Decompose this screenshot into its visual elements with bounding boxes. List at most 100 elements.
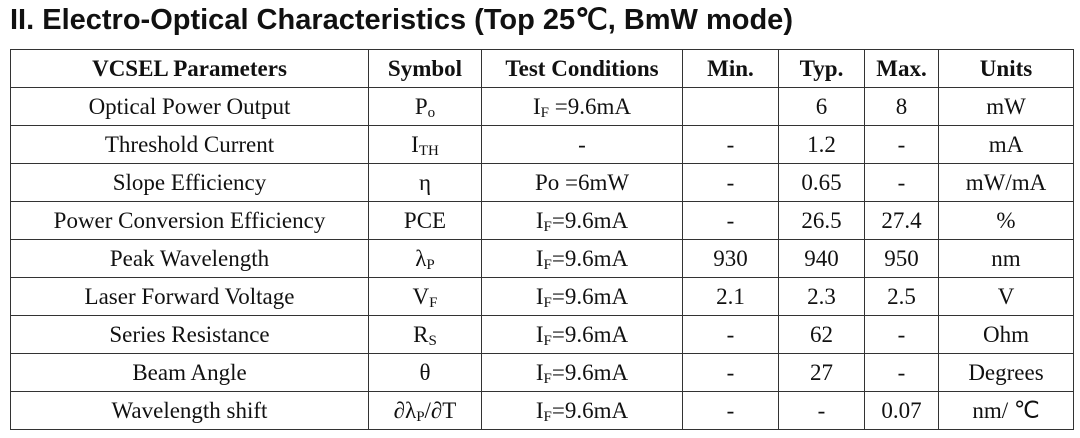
table-cell: IF=9.6mA xyxy=(481,315,683,354)
table-row: Laser Forward Voltage VF IF=9.6mA 2.1 2.3 2.5… xyxy=(10,277,1074,316)
table-cell: - xyxy=(864,353,939,392)
table-cell: 8 xyxy=(864,87,939,126)
table-row: Threshold Current ITH - -1.2- mA xyxy=(10,125,1074,164)
header-cell: Symbol xyxy=(368,49,482,88)
table-cell: 1.2 xyxy=(778,125,865,164)
table-cell: 26.5 xyxy=(778,201,865,240)
subscript: S xyxy=(428,332,437,349)
table-row: Wavelength shift ∂λP/∂T IF=9.6mA - -0.07 nm/ … xyxy=(10,391,1074,430)
subscript: F xyxy=(543,370,552,387)
table-cell: - xyxy=(682,201,779,240)
table-cell: IF=9.6mA xyxy=(481,353,683,392)
table-cell: IF=9.6mA xyxy=(481,239,683,278)
table-cell: 0.65 xyxy=(778,163,865,202)
table-cell: Wavelength shift xyxy=(10,391,369,430)
table-cell: η xyxy=(368,163,482,202)
header-cell: Typ. xyxy=(778,49,865,88)
table-cell: Po xyxy=(368,87,482,126)
text-segment: R xyxy=(413,321,429,347)
header-cell: VCSEL Parameters xyxy=(10,49,369,88)
table-cell: - xyxy=(481,125,683,164)
table-cell: % xyxy=(938,201,1074,240)
text-segment: I xyxy=(535,359,544,385)
text-segment: V xyxy=(412,283,430,309)
text-segment: I xyxy=(411,131,419,157)
table-cell: IF=9.6mA xyxy=(481,391,683,430)
table-cell: 2.3 xyxy=(778,277,865,316)
text-segment: I xyxy=(535,207,544,233)
table-cell: Po =6mW xyxy=(481,163,683,202)
text-segment: =9.6mA xyxy=(551,245,629,271)
table-cell: Threshold Current xyxy=(10,125,369,164)
table-cell: PCE xyxy=(368,201,482,240)
text-segment: =9.6mA xyxy=(549,93,631,119)
text-segment: =9.6mA xyxy=(551,207,629,233)
text-segment: I xyxy=(535,283,544,309)
table-cell: ITH xyxy=(368,125,482,164)
table-row: Slope Efficiency η Po =6mW -0.65- mW/mA xyxy=(10,163,1074,202)
table-cell: Degrees xyxy=(938,353,1074,392)
table-cell: IF =9.6mA xyxy=(481,87,683,126)
table-cell: 930 xyxy=(682,239,779,278)
text-segment: λ xyxy=(415,245,427,271)
characteristics-table: VCSEL Parameters Symbol Test Conditions Min… xyxy=(10,49,1074,430)
table-cell: θ xyxy=(368,353,482,392)
table-cell: 6 xyxy=(778,87,865,126)
table-cell: 27 xyxy=(778,353,865,392)
table-cell: VF xyxy=(368,277,482,316)
table-cell: Beam Angle xyxy=(10,353,369,392)
table-row: Beam Angle θ IF=9.6mA -27- Degrees xyxy=(10,353,1074,392)
table-cell: - xyxy=(682,163,779,202)
subscript: P xyxy=(426,256,435,273)
table-cell: Power Conversion Efficiency xyxy=(10,201,369,240)
table-cell: Slope Efficiency xyxy=(10,163,369,202)
table-cell: - xyxy=(864,163,939,202)
table-cell: - xyxy=(682,315,779,354)
table-cell: mW/mA xyxy=(938,163,1074,202)
subscript: o xyxy=(427,104,436,121)
table-cell: - xyxy=(864,315,939,354)
table-row: Peak Wavelength λP IF=9.6mA 930 940 950 nm xyxy=(10,239,1074,278)
text-segment: P xyxy=(414,93,428,119)
table-cell: nm xyxy=(938,239,1074,278)
text-segment: I xyxy=(535,397,544,423)
table-cell: IF=9.6mA xyxy=(481,201,683,240)
text-segment: I xyxy=(535,245,544,271)
table-row: Power Conversion Efficiency PCE IF=9.6mA -2… xyxy=(10,201,1074,240)
table-cell: 0.07 xyxy=(864,391,939,430)
text-segment: =9.6mA xyxy=(551,397,629,423)
table-cell: 940 xyxy=(778,239,865,278)
table-cell: 950 xyxy=(864,239,939,278)
table-cell: - xyxy=(682,125,779,164)
header-row: VCSEL Parameters Symbol Test Conditions Min… xyxy=(10,49,1074,88)
header-cell: Min. xyxy=(682,49,779,88)
text-segment: =9.6mA xyxy=(551,321,629,347)
text-segment: ∂λ xyxy=(393,397,417,423)
text-segment: I xyxy=(533,93,541,119)
text-segment: =9.6mA xyxy=(551,283,629,309)
text-segment: I xyxy=(535,321,544,347)
subscript: F xyxy=(543,256,552,273)
table-cell: mW xyxy=(938,87,1074,126)
table-cell: Optical Power Output xyxy=(10,87,369,126)
empty-cell xyxy=(682,87,779,126)
table-cell: 62 xyxy=(778,315,865,354)
table-row: Optical Power Output Po IF =9.6mA 6 8 mW xyxy=(10,87,1074,126)
table-cell: RS xyxy=(368,315,482,354)
table-cell: λP xyxy=(368,239,482,278)
table-cell: mA xyxy=(938,125,1074,164)
subscript: TH xyxy=(418,142,439,159)
page-title: II. Electro-Optical Characteristics (Top… xyxy=(10,4,793,36)
table-cell: - xyxy=(864,125,939,164)
table-cell: Laser Forward Voltage xyxy=(10,277,369,316)
subscript: F xyxy=(543,408,552,425)
table-cell: V xyxy=(938,277,1074,316)
subscript: P xyxy=(416,408,425,425)
table-cell: nm/ ℃ xyxy=(938,391,1074,430)
table-body: Optical Power Output Po IF =9.6mA 6 8 mW Thres… xyxy=(10,87,1074,430)
table-cell: IF=9.6mA xyxy=(481,277,683,316)
table-cell: Ohm xyxy=(938,315,1074,354)
subscript: F xyxy=(540,104,550,121)
header-cell: Test Conditions xyxy=(481,49,683,88)
